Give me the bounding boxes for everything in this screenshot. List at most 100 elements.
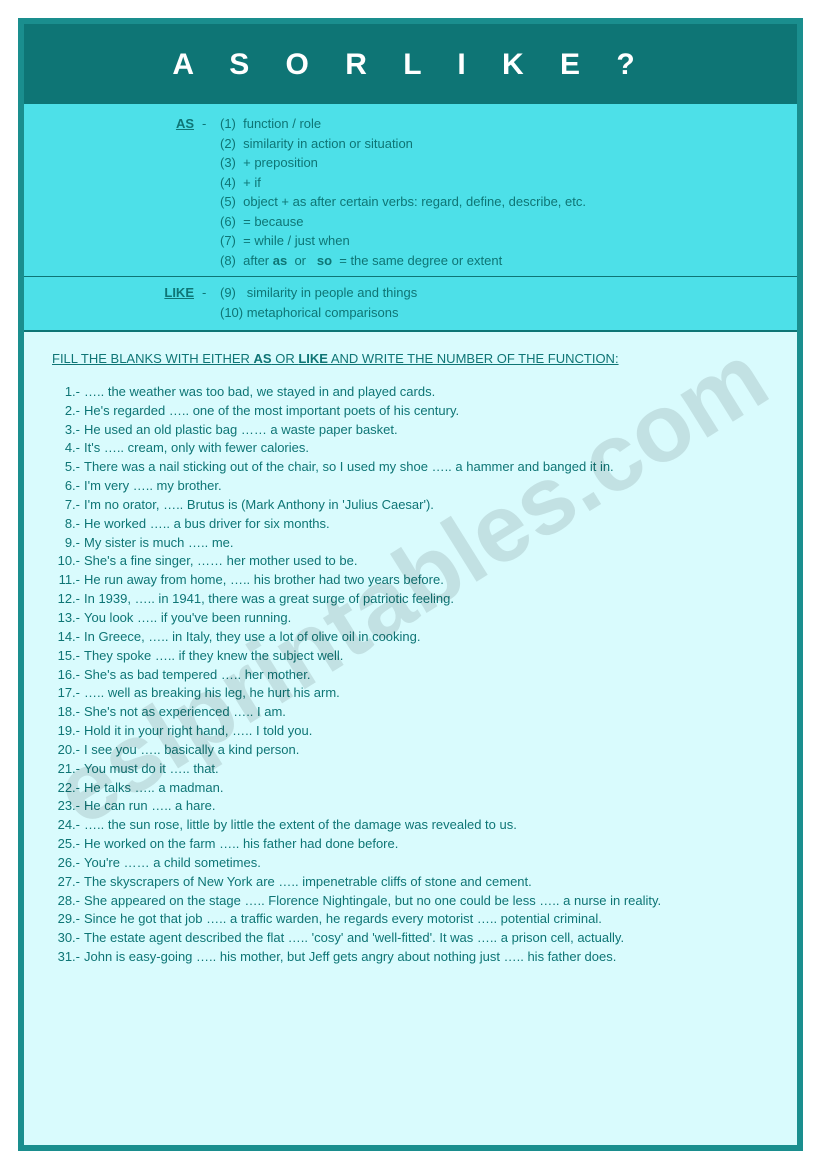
question-row: 9.-My sister is much ….. me. xyxy=(52,534,769,553)
question-row: 26.-You're …… a child sometimes. xyxy=(52,854,769,873)
question-number: 2.- xyxy=(52,402,82,421)
question-text: She's as bad tempered ….. her mother. xyxy=(82,666,769,685)
question-number: 22.- xyxy=(52,779,82,798)
question-number: 1.- xyxy=(52,383,82,402)
question-row: 15.-They spoke ….. if they knew the subj… xyxy=(52,647,769,666)
instructions-word-like: LIKE xyxy=(298,351,328,366)
question-text: You must do it ….. that. xyxy=(82,760,769,779)
question-row: 1.-….. the weather was too bad, we staye… xyxy=(52,383,769,402)
question-number: 21.- xyxy=(52,760,82,779)
as-dash: - xyxy=(202,114,220,270)
as-rule-line: (2) similarity in action or situation xyxy=(220,134,797,154)
question-number: 11.- xyxy=(52,571,82,590)
question-text: He talks ….. a madman. xyxy=(82,779,769,798)
question-row: 27.-The skyscrapers of New York are ….. … xyxy=(52,873,769,892)
question-text: Hold it in your right hand, ….. I told y… xyxy=(82,722,769,741)
question-number: 12.- xyxy=(52,590,82,609)
question-text: My sister is much ….. me. xyxy=(82,534,769,553)
question-number: 10.- xyxy=(52,552,82,571)
question-text: ….. the sun rose, little by little the e… xyxy=(82,816,769,835)
questions-list: 1.-….. the weather was too bad, we staye… xyxy=(52,383,769,967)
instructions-pre: FILL THE BLANKS WITH EITHER xyxy=(52,351,254,366)
as-rule-lines: (1) function / role(2) similarity in act… xyxy=(220,114,797,270)
question-row: 24.-….. the sun rose, little by little t… xyxy=(52,816,769,835)
question-number: 15.- xyxy=(52,647,82,666)
question-row: 8.-He worked ….. a bus driver for six mo… xyxy=(52,515,769,534)
question-text: You're …… a child sometimes. xyxy=(82,854,769,873)
question-row: 5.-There was a nail sticking out of the … xyxy=(52,458,769,477)
question-row: 16.-She's as bad tempered ….. her mother… xyxy=(52,666,769,685)
like-rule-lines: (9) similarity in people and things(10) … xyxy=(220,283,797,322)
like-label: LIKE xyxy=(144,283,202,322)
instructions-post: AND WRITE THE NUMBER OF THE FUNCTION: xyxy=(328,351,619,366)
question-number: 14.- xyxy=(52,628,82,647)
question-row: 18.-She's not as experienced ….. I am. xyxy=(52,703,769,722)
question-row: 28.-She appeared on the stage ….. Floren… xyxy=(52,892,769,911)
question-number: 20.- xyxy=(52,741,82,760)
question-text: He run away from home, ….. his brother h… xyxy=(82,571,769,590)
question-row: 10.-She's a fine singer, …… her mother u… xyxy=(52,552,769,571)
question-text: She appeared on the stage ….. Florence N… xyxy=(82,892,769,911)
question-text: I see you ….. basically a kind person. xyxy=(82,741,769,760)
like-rule-line: (9) similarity in people and things xyxy=(220,283,797,303)
question-number: 18.- xyxy=(52,703,82,722)
question-number: 23.- xyxy=(52,797,82,816)
as-rule-line: (3) + preposition xyxy=(220,153,797,173)
question-text: She's not as experienced ….. I am. xyxy=(82,703,769,722)
instructions-mid: OR xyxy=(272,351,299,366)
question-row: 11.-He run away from home, ….. his broth… xyxy=(52,571,769,590)
question-row: 4.-It's ….. cream, only with fewer calor… xyxy=(52,439,769,458)
question-text: Since he got that job ….. a traffic ward… xyxy=(82,910,769,929)
question-row: 6.-I'm very ….. my brother. xyxy=(52,477,769,496)
question-text: In Greece, ….. in Italy, they use a lot … xyxy=(82,628,769,647)
like-rule-line: (10) metaphorical comparisons xyxy=(220,303,797,323)
question-number: 19.- xyxy=(52,722,82,741)
question-number: 17.- xyxy=(52,684,82,703)
question-row: 13.-You look ….. if you've been running. xyxy=(52,609,769,628)
question-text: You look ….. if you've been running. xyxy=(82,609,769,628)
question-number: 31.- xyxy=(52,948,82,967)
worksheet-page: eslprintables.com A S O R L I K E ? AS -… xyxy=(0,0,821,1169)
question-text: The skyscrapers of New York are ….. impe… xyxy=(82,873,769,892)
as-rule-line: (6) = because xyxy=(220,212,797,232)
question-number: 3.- xyxy=(52,421,82,440)
question-number: 13.- xyxy=(52,609,82,628)
question-number: 25.- xyxy=(52,835,82,854)
question-text: The estate agent described the flat ….. … xyxy=(82,929,769,948)
instructions: FILL THE BLANKS WITH EITHER AS OR LIKE A… xyxy=(52,350,769,369)
question-number: 8.- xyxy=(52,515,82,534)
as-label: AS xyxy=(144,114,202,270)
page-title: A S O R L I K E ? xyxy=(172,48,648,81)
question-row: 23.-He can run ….. a hare. xyxy=(52,797,769,816)
title-bar: A S O R L I K E ? xyxy=(24,24,797,104)
question-row: 31.-John is easy-going ….. his mother, b… xyxy=(52,948,769,967)
question-text: ….. well as breaking his leg, he hurt hi… xyxy=(82,684,769,703)
question-text: ….. the weather was too bad, we stayed i… xyxy=(82,383,769,402)
as-rule-line: (1) function / role xyxy=(220,114,797,134)
question-row: 30.-The estate agent described the flat … xyxy=(52,929,769,948)
question-row: 3.-He used an old plastic bag …… a waste… xyxy=(52,421,769,440)
question-row: 2.-He's regarded ….. one of the most imp… xyxy=(52,402,769,421)
question-row: 21.-You must do it ….. that. xyxy=(52,760,769,779)
exercise-box: FILL THE BLANKS WITH EITHER AS OR LIKE A… xyxy=(24,332,797,1145)
question-number: 6.- xyxy=(52,477,82,496)
question-text: He's regarded ….. one of the most import… xyxy=(82,402,769,421)
rules-as-section: AS - (1) function / role(2) similarity i… xyxy=(24,114,797,270)
question-text: I'm very ….. my brother. xyxy=(82,477,769,496)
question-text: There was a nail sticking out of the cha… xyxy=(82,458,769,477)
as-rule-line: (4) + if xyxy=(220,173,797,193)
like-dash: - xyxy=(202,283,220,322)
rules-box: AS - (1) function / role(2) similarity i… xyxy=(24,104,797,332)
question-row: 7.-I'm no orator, ….. Brutus is (Mark An… xyxy=(52,496,769,515)
question-text: He worked ….. a bus driver for six month… xyxy=(82,515,769,534)
question-row: 20.-I see you ….. basically a kind perso… xyxy=(52,741,769,760)
question-row: 22.-He talks ….. a madman. xyxy=(52,779,769,798)
question-text: It's ….. cream, only with fewer calories… xyxy=(82,439,769,458)
question-number: 30.- xyxy=(52,929,82,948)
question-number: 29.- xyxy=(52,910,82,929)
question-row: 12.-In 1939, ….. in 1941, there was a gr… xyxy=(52,590,769,609)
question-text: He worked on the farm ….. his father had… xyxy=(82,835,769,854)
question-number: 9.- xyxy=(52,534,82,553)
question-row: 19.-Hold it in your right hand, ….. I to… xyxy=(52,722,769,741)
question-text: I'm no orator, ….. Brutus is (Mark Antho… xyxy=(82,496,769,515)
